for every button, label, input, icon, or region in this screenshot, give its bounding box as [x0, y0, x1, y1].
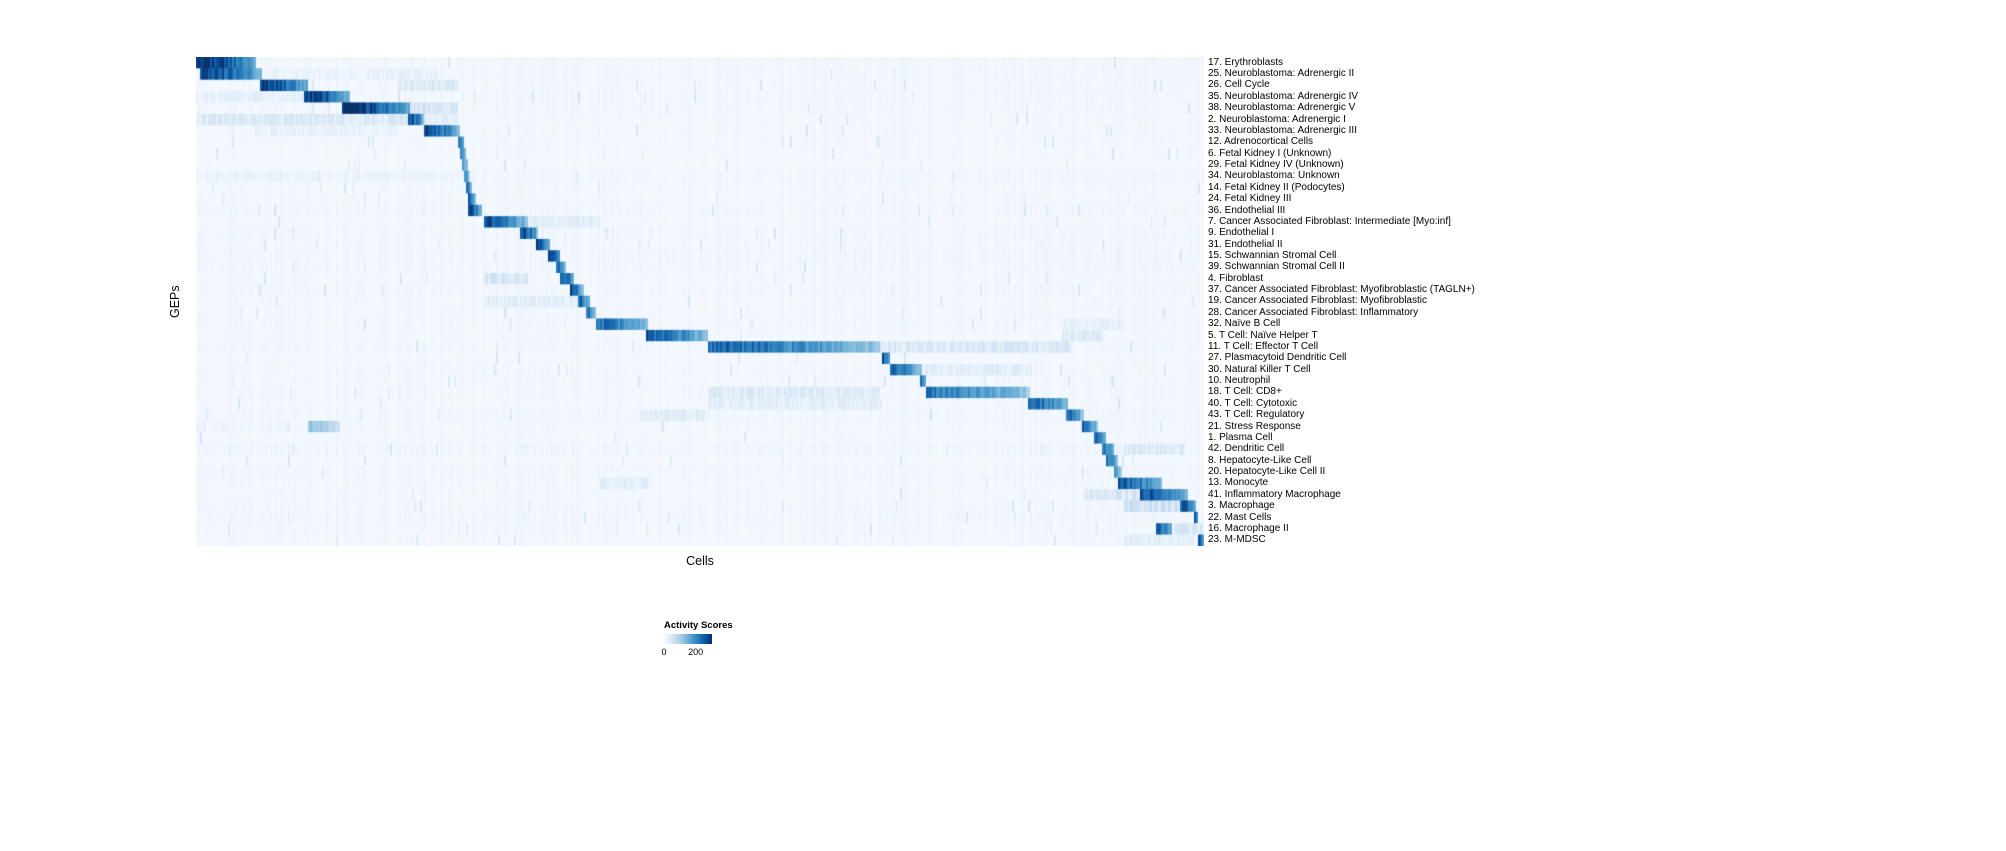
row-label: 34. Neuroblastoma: Unknown — [1208, 170, 1340, 182]
row-label: 32. Naïve B Cell — [1208, 318, 1281, 330]
x-axis-label: Cells — [686, 554, 714, 568]
row-label: 19. Cancer Associated Fibroblast: Myofib… — [1208, 295, 1427, 307]
row-label: 36. Endothelial III — [1208, 204, 1286, 216]
row-label: 1. Plasma Cell — [1208, 431, 1273, 443]
row-label: 42. Dendritic Cell — [1208, 443, 1285, 455]
row-label: 4. Fibroblast — [1208, 272, 1264, 284]
legend-tick-min: 0 — [661, 647, 667, 657]
row-label: 17. Erythroblasts — [1208, 56, 1284, 68]
row-label: 24. Fetal Kidney III — [1208, 193, 1292, 205]
row-label: 40. T Cell: Cytotoxic — [1208, 397, 1298, 409]
row-label: 6. Fetal Kidney I (Unknown) — [1208, 147, 1332, 159]
row-label: 15. Schwannian Stromal Cell — [1208, 249, 1337, 261]
row-label: 28. Cancer Associated Fibroblast: Inflam… — [1208, 306, 1419, 318]
row-label: 10. Neutrophil — [1208, 375, 1271, 387]
row-label: 3. Macrophage — [1208, 500, 1275, 512]
row-label: 9. Endothelial I — [1208, 227, 1275, 239]
colorbar-ticks: 0 200 — [661, 647, 712, 659]
row-label: 11. T Cell: Effector T Cell — [1208, 340, 1319, 352]
row-label: 37. Cancer Associated Fibroblast: Myofib… — [1208, 284, 1475, 296]
row-label: 18. T Cell: CD8+ — [1208, 386, 1282, 398]
row-label: 30. Natural Killer T Cell — [1208, 363, 1311, 375]
heatmap-canvas — [196, 57, 1204, 546]
row-label: 12. Adrenocortical Cells — [1208, 136, 1314, 148]
row-label: 8. Hepatocyte-Like Cell — [1208, 454, 1312, 466]
row-label: 2. Neuroblastoma: Adrenergic I — [1208, 113, 1346, 125]
row-label: 27. Plasmacytoid Dendritic Cell — [1208, 352, 1347, 364]
colorbar-gradient — [664, 634, 712, 644]
row-label: 23. M-MDSC — [1208, 534, 1266, 546]
row-label: 29. Fetal Kidney IV (Unknown) — [1208, 159, 1344, 171]
row-label: 7. Cancer Associated Fibroblast: Interme… — [1208, 215, 1451, 227]
row-label: 43. T Cell: Regulatory — [1208, 409, 1305, 421]
row-label: 25. Neuroblastoma: Adrenergic II — [1208, 68, 1355, 80]
row-label: 35. Neuroblastoma: Adrenergic IV — [1208, 90, 1359, 102]
row-label: 33. Neuroblastoma: Adrenergic III — [1208, 124, 1357, 136]
row-label: 20. Hepatocyte-Like Cell II — [1208, 466, 1326, 478]
row-label: 21. Stress Response — [1208, 420, 1301, 432]
row-label: 38. Neuroblastoma: Adrenergic V — [1208, 102, 1356, 114]
row-labels: 17. Erythroblasts 25. Neuroblastoma: Adre… — [1208, 57, 1568, 546]
row-label: 31. Endothelial II — [1208, 238, 1283, 250]
row-label: 26. Cell Cycle — [1208, 79, 1270, 91]
row-label: 5. T Cell: Naïve Helper T — [1208, 329, 1318, 341]
colorbar-legend: Activity Scores 0 200 — [661, 620, 784, 659]
row-label: 41. Inflammatory Macrophage — [1208, 488, 1341, 500]
row-label: 13. Monocyte — [1208, 477, 1269, 489]
row-label: 16. Macrophage II — [1208, 522, 1289, 534]
legend-tick-max: 200 — [688, 647, 704, 657]
row-label: 14. Fetal Kidney II (Podocytes) — [1208, 181, 1345, 193]
y-axis-label: GEPs — [168, 285, 182, 318]
row-label: 22. Mast Cells — [1208, 511, 1272, 523]
legend-title: Activity Scores — [664, 620, 733, 631]
row-label: 39. Schwannian Stromal Cell II — [1208, 261, 1345, 273]
